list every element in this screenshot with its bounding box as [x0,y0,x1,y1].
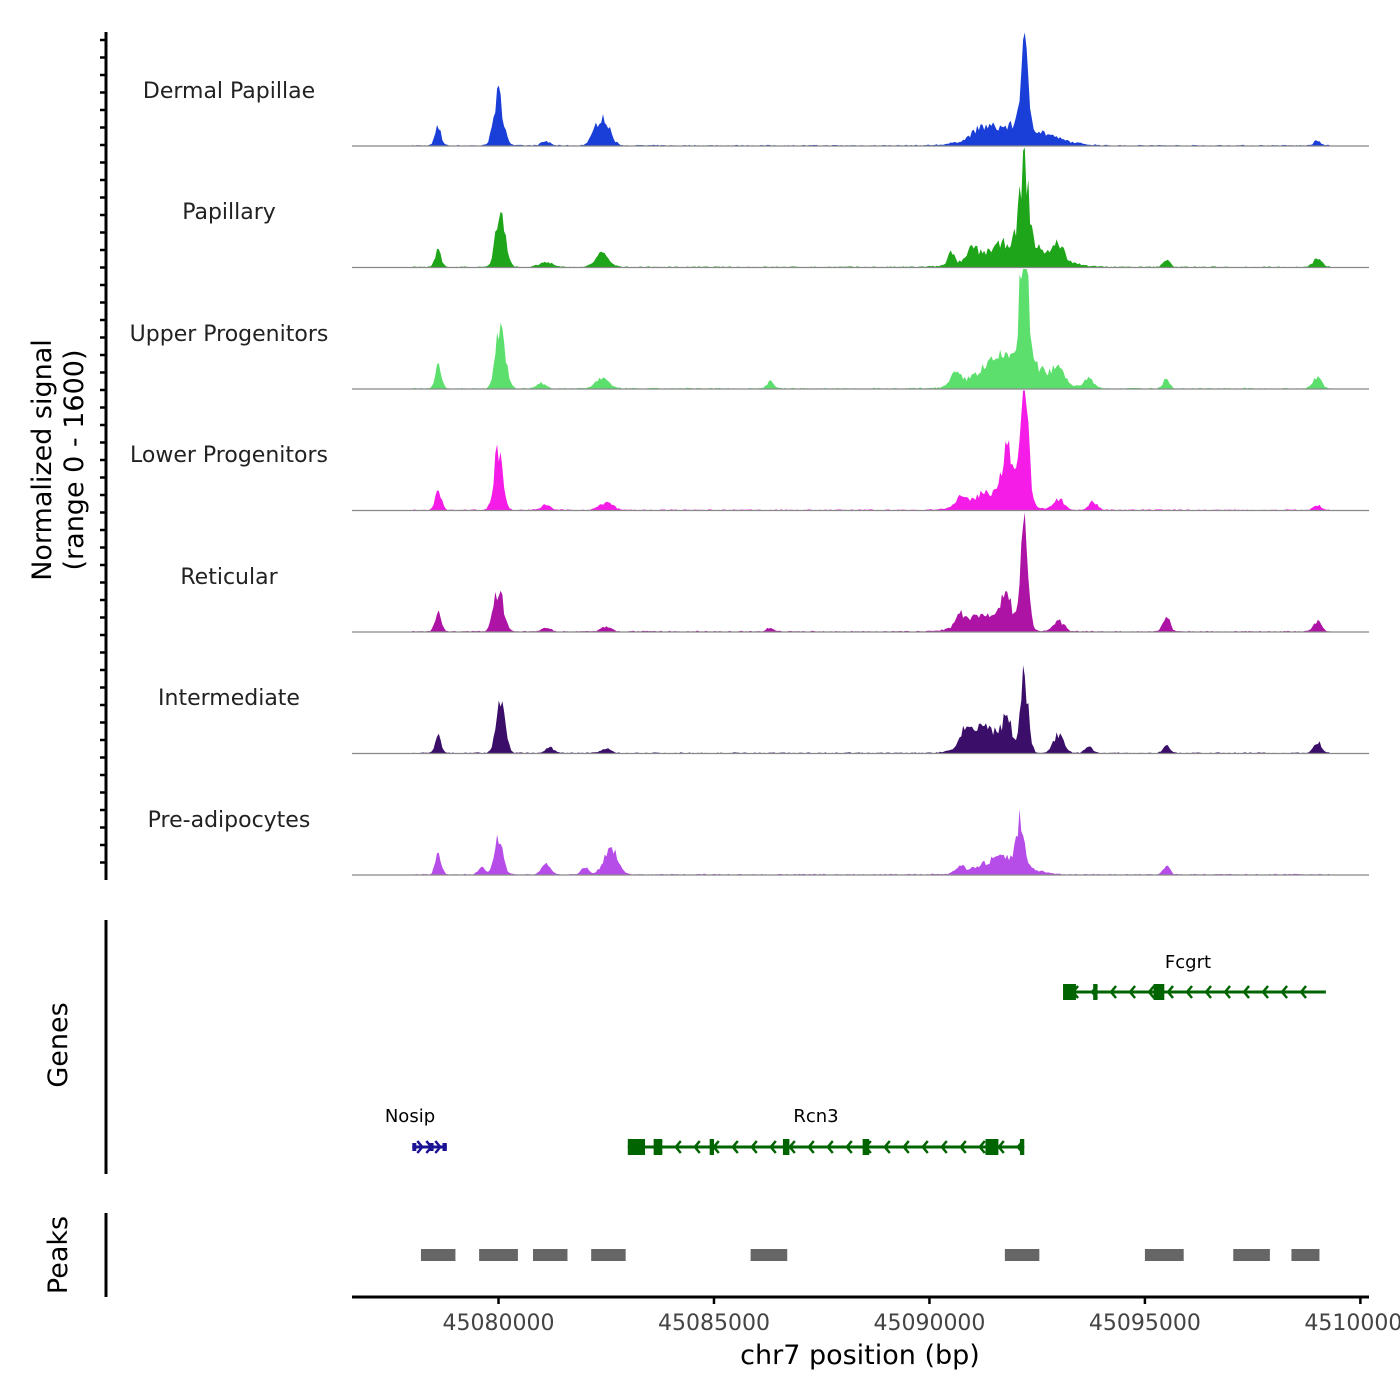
signal-y-axis [100,32,108,880]
exon [653,1139,663,1155]
gene-label-fcgrt: Fcgrt [1165,952,1211,973]
strand-arrow [1261,985,1269,999]
strand-arrow [1223,985,1231,999]
strand-arrow [434,1140,442,1154]
track-label-intermediate: Intermediate [158,686,300,711]
strand-arrow [416,1140,424,1154]
strand-arrow [788,1140,796,1154]
exon [1019,1139,1025,1155]
peak-region [1004,1249,1040,1261]
exon [862,1139,870,1155]
strand-arrow [978,1140,986,1154]
strand-arrow [1185,985,1193,999]
x-axis-title: chr7 position (bp) [740,1340,980,1371]
peak-region [750,1249,788,1261]
exon [709,1139,714,1155]
x-tick-label: 45085000 [658,1311,770,1336]
strand-arrow [997,1140,1005,1154]
exon [442,1143,447,1151]
exon [985,1139,999,1155]
strand-arrow [1204,985,1212,999]
signal-area-4 [412,512,1331,632]
strand-arrow [921,1140,929,1154]
peaks-axis-title: Peaks [43,1216,74,1294]
strand-arrow [731,1140,739,1154]
exon [627,1139,646,1155]
x-tick-label: 45100000 [1304,1311,1400,1336]
track-label-papillary: Papillary [182,200,276,225]
peak-region [479,1249,518,1261]
strand-arrow [902,1140,910,1154]
exon [429,1143,434,1151]
peak-region [591,1249,626,1261]
strand-arrow [807,1140,815,1154]
exon [782,1139,790,1155]
strand-arrow [1166,985,1174,999]
peak-region [1233,1249,1270,1261]
gene-label-rcn3: Rcn3 [793,1106,838,1127]
x-tick-label: 45090000 [873,1311,985,1336]
track-labels: Dermal Papillae Papillary Upper Progenit… [130,79,329,833]
signal-tracks [352,32,1369,876]
strand-arrow [693,1140,701,1154]
peak-region [420,1249,456,1261]
signal-area-5 [412,665,1331,754]
strand-arrow [883,1140,891,1154]
gene-label-nosip: Nosip [385,1106,435,1127]
signal-area-0 [412,32,1331,146]
strand-arrow [1299,985,1307,999]
genes-axis-title: Genes [43,1002,74,1087]
exon [1063,984,1076,1000]
x-tick-label: 45080000 [443,1311,555,1336]
signal-area-3 [412,390,1331,511]
strand-arrow [750,1140,758,1154]
signal-axis-title-line2: (range 0 - 1600) [59,350,90,571]
track-label-dermal-papillae: Dermal Papillae [143,79,315,104]
track-label-reticular: Reticular [180,565,278,590]
exon [1153,984,1165,1000]
signal-area-2 [412,269,1331,389]
signal-area-6 [412,808,1331,875]
strand-arrow [959,1140,967,1154]
gene-models: Nosip Rcn3 Fcgrt [385,952,1326,1155]
exon [412,1143,417,1151]
strand-arrow [845,1140,853,1154]
strand-arrow [1147,985,1155,999]
strand-arrow [769,1140,777,1154]
peak-region [1291,1249,1320,1261]
peak-region [1144,1249,1184,1261]
signal-axis-title-line1: Normalized signal [27,339,58,581]
strand-arrow [1128,985,1136,999]
strand-arrow [826,1140,834,1154]
peak-region [532,1249,568,1261]
strand-arrow [1242,985,1250,999]
peak-regions [420,1249,1320,1261]
x-tick-label: 45095000 [1089,1311,1201,1336]
exon [1093,984,1098,1000]
strand-arrow [1280,985,1288,999]
strand-arrow [940,1140,948,1154]
track-label-lower-progenitors: Lower Progenitors [130,443,328,468]
track-label-upper-progenitors: Upper Progenitors [130,322,329,347]
x-axis: 45080000 45085000 45090000 45095000 4510… [352,1295,1400,1371]
strand-arrow [674,1140,682,1154]
signal-area-1 [412,147,1331,268]
track-label-pre-adipocytes: Pre-adipocytes [148,808,311,833]
strand-arrow [1109,985,1117,999]
